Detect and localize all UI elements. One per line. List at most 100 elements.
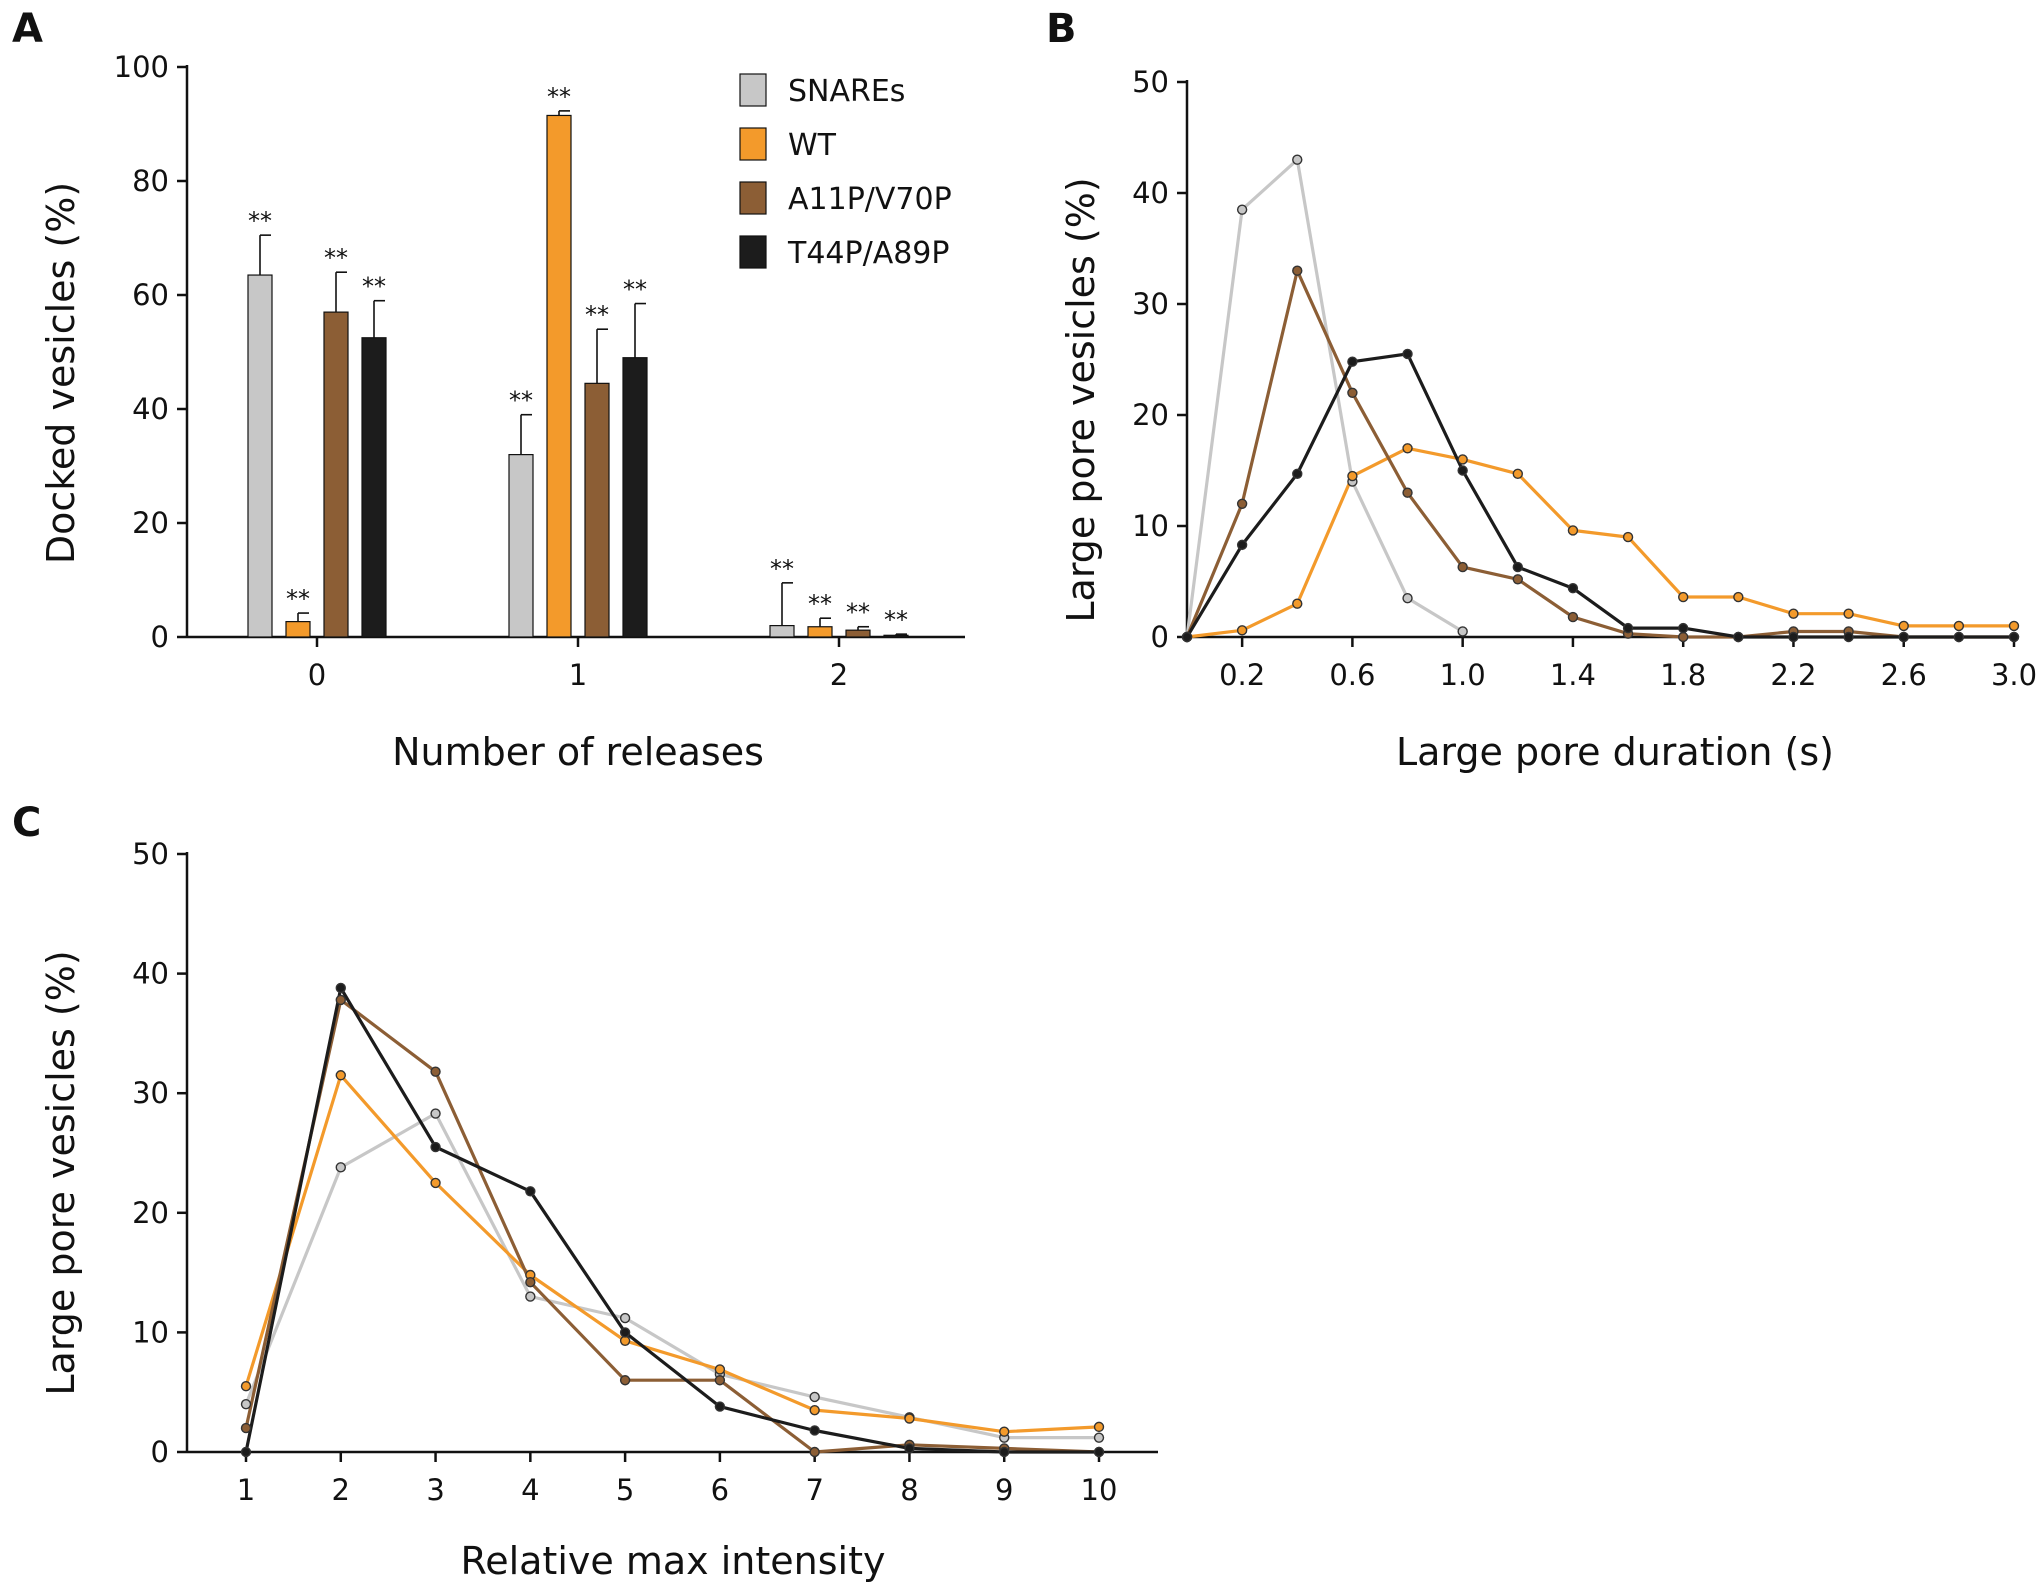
- chart-b-xtick-label: 0.6: [1329, 658, 1375, 692]
- chart-c-point: [619, 1375, 631, 1386]
- chart-b-point: [1622, 531, 1634, 543]
- chart-b-point: [1457, 454, 1468, 465]
- chart-a-data-label: **: [808, 590, 832, 618]
- chart-a-data-label: **: [884, 606, 908, 634]
- chart-a-ytick-label: 20: [132, 506, 169, 540]
- chart-c-point: [525, 1186, 536, 1197]
- chart-c-xtick-label: 8: [900, 1473, 918, 1507]
- chart-b-point: [1236, 625, 1248, 636]
- chart-c-ytick-label: 40: [132, 957, 169, 991]
- chart-b-xlabel: Large pore duration (s): [1396, 730, 1834, 774]
- chart-a-legend-label: WT: [788, 128, 837, 163]
- chart-a-legend-swatch: [739, 235, 767, 269]
- chart-c-ytick-label: 30: [132, 1076, 169, 1110]
- chart-c-xtick-label: 6: [711, 1473, 729, 1507]
- chart-c-point: [809, 1391, 820, 1403]
- chart-a-data-label: **: [286, 585, 310, 613]
- chart-b-point: [1347, 387, 1358, 398]
- chart-b-xtick-label: 1.0: [1440, 658, 1486, 692]
- chart-a-data-label: **: [547, 83, 571, 111]
- chart-b-point: [1567, 582, 1579, 594]
- chart-b-xtick-label: 1.8: [1660, 658, 1706, 692]
- chart-c-point: [525, 1291, 536, 1302]
- chart-a-ytick-label: 0: [151, 620, 169, 654]
- chart-c-point: [430, 1141, 441, 1153]
- chart-c-xtick-label: 2: [332, 1473, 350, 1507]
- chart-b-point: [1677, 591, 1689, 603]
- chart-c-xtick-label: 9: [995, 1473, 1013, 1507]
- chart-b-point: [1347, 356, 1358, 367]
- chart-c-point: [809, 1404, 820, 1416]
- chart-b-xtick-label: 2.2: [1770, 658, 1816, 692]
- chart-b-ytick-label: 30: [1132, 287, 1169, 321]
- chart-b-point: [1292, 598, 1303, 609]
- chart-b-series-line: [1186, 446, 2014, 639]
- chart-b-point: [1843, 631, 1854, 643]
- chart-c-point: [240, 1398, 252, 1410]
- chart-b-point: [1567, 525, 1579, 536]
- chart-a-legend-swatch: [739, 73, 767, 107]
- chart-b-xtick-label: 1.4: [1550, 658, 1596, 692]
- chart-a-data-label: **: [362, 273, 386, 301]
- chart-c-point: [335, 982, 346, 994]
- chart-b-point: [1347, 470, 1358, 482]
- chart-b-point: [1512, 468, 1524, 480]
- chart-c-point: [240, 1446, 252, 1458]
- chart-a-xtick-label: 0: [308, 658, 326, 692]
- chart-b-ytick-label: 20: [1132, 398, 1169, 432]
- chart-b-point: [1236, 539, 1248, 551]
- chart-c: Relative max intensity Large pore vesicl…: [39, 837, 1158, 1583]
- chart-b-ytick-label: 40: [1132, 176, 1169, 210]
- chart-b-point: [1898, 620, 1909, 632]
- chart-c-point: [1093, 1432, 1105, 1443]
- chart-b-ylabel: Large pore vesicles (%): [1059, 177, 1103, 622]
- chart-a-bar: [883, 634, 909, 638]
- chart-c-xtick-label: 5: [616, 1473, 634, 1507]
- chart-a: Number of releases Docked vesicles (%) 0…: [39, 50, 965, 774]
- chart-c-point: [240, 1381, 252, 1392]
- chart-c-point: [809, 1446, 820, 1458]
- chart-b-point: [1236, 204, 1248, 215]
- chart-c-ylabel: Large pore vesicles (%): [39, 950, 83, 1395]
- chart-c-point: [240, 1422, 252, 1434]
- chart-c-xtick-label: 1: [237, 1473, 255, 1507]
- chart-c-point: [619, 1335, 631, 1346]
- chart-c-point: [1093, 1421, 1105, 1433]
- chart-a-data-label: **: [509, 387, 533, 415]
- chart-b-ytick-label: 10: [1132, 509, 1169, 543]
- chart-b-point: [1292, 468, 1303, 480]
- chart-a-xtick-label: 1: [569, 658, 587, 692]
- chart-b: Large pore duration (s) Large pore vesic…: [1059, 65, 2037, 774]
- chart-c-ytick-label: 0: [151, 1435, 169, 1469]
- chart-b-point: [1677, 631, 1689, 643]
- chart-b-point: [1292, 265, 1303, 276]
- chart-a-bar: [323, 311, 349, 638]
- chart-c-point: [714, 1375, 726, 1386]
- chart-c-xlabel: Relative max intensity: [461, 1539, 886, 1583]
- chart-b-point: [1236, 498, 1248, 509]
- chart-c-xtick-label: 3: [426, 1473, 444, 1507]
- chart-b-xtick-label: 3.0: [1991, 658, 2037, 692]
- chart-b-point: [1457, 465, 1468, 476]
- chart-a-ytick-label: 40: [132, 392, 169, 426]
- chart-a-data-label: **: [770, 555, 794, 583]
- chart-c-point: [335, 1070, 346, 1081]
- chart-c-point: [904, 1443, 915, 1454]
- chart-b-point: [1953, 620, 1965, 632]
- chart-b-point: [1512, 561, 1524, 573]
- chart-a-bar: [807, 626, 833, 638]
- chart-c-xtick-label: 7: [805, 1473, 823, 1507]
- chart-a-bar: [361, 337, 387, 638]
- chart-a-bar: [769, 624, 795, 638]
- chart-b-point: [1402, 592, 1413, 604]
- chart-a-bar: [622, 357, 648, 638]
- chart-c-point: [619, 1327, 631, 1338]
- panel-label-c: C: [12, 800, 41, 846]
- chart-c-series-line: [244, 986, 1099, 1454]
- chart-b-point: [1402, 443, 1413, 454]
- chart-c-point: [335, 1162, 346, 1173]
- chart-a-data-label: **: [846, 599, 870, 627]
- chart-a-bar: [546, 114, 572, 638]
- chart-a-data-label: **: [324, 244, 348, 272]
